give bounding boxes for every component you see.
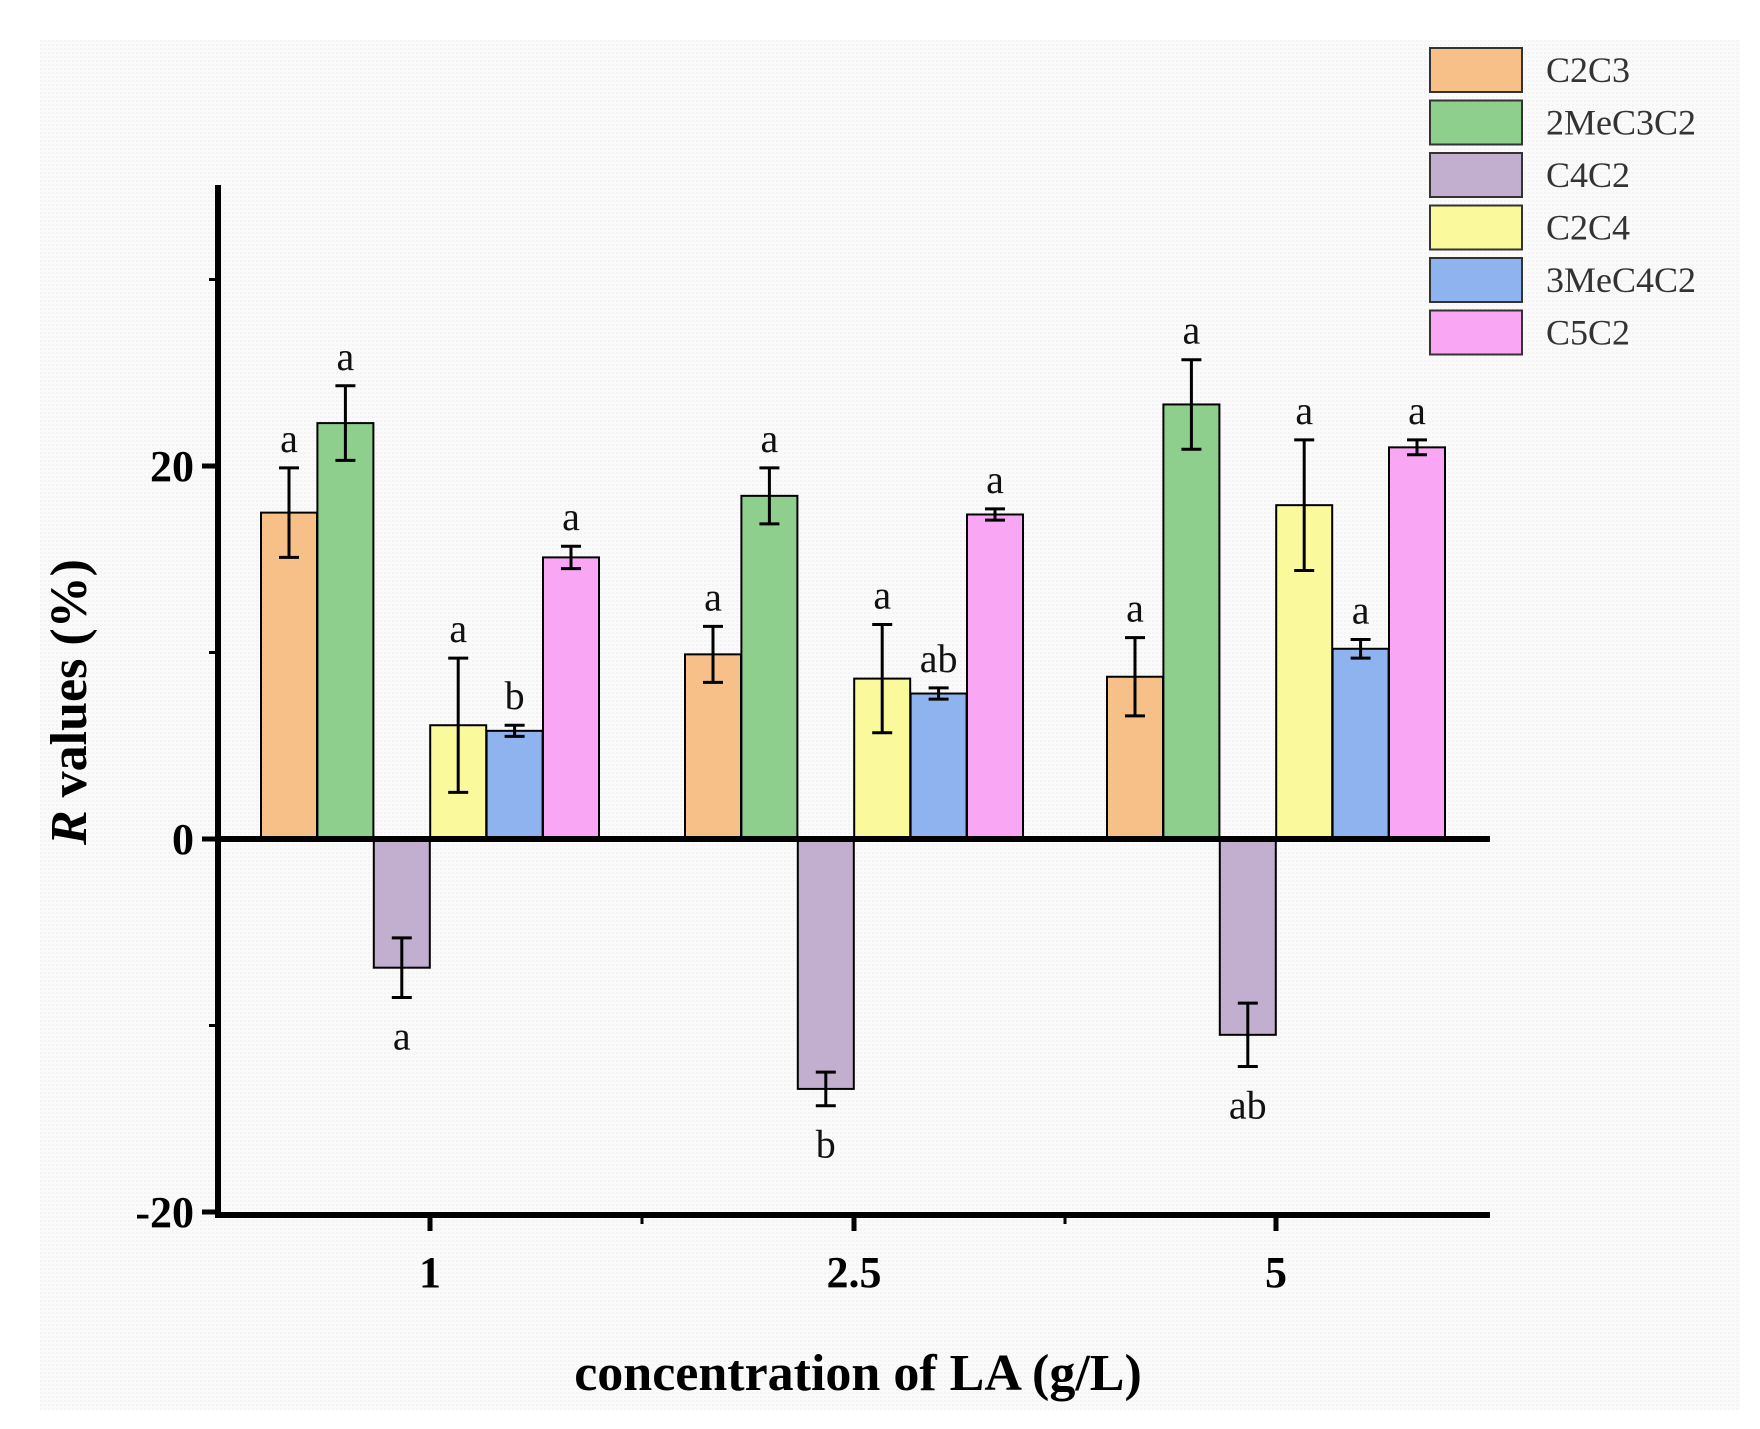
sig-letter-3MeC4C2-5: a (1352, 587, 1370, 632)
sig-letter-2MeC3C2-1: a (337, 334, 355, 379)
error-bar-3MeC4C2-5 (1350, 637, 1371, 660)
legend-label-C4C2: C4C2 (1546, 155, 1630, 195)
bar-2MeC3C2-2.5 (740, 494, 799, 840)
y-axis-title-italic: R (41, 810, 98, 846)
ticks: -20 0 20 1 2.5 5 (135, 278, 1287, 1297)
sig-letter-C4C2-1: a (393, 1014, 411, 1059)
x-tick-label-1: 1 (419, 1248, 441, 1297)
y-axis-title: R values (%) (41, 559, 98, 846)
bar-3MeC4C2-5 (1331, 647, 1390, 841)
error-bar-C2C4-2.5 (872, 623, 893, 735)
sig-letter-C2C3-5: a (1126, 586, 1144, 631)
sig-letter-C2C4-1: a (449, 606, 467, 651)
error-bar-C2C3-1 (279, 466, 299, 559)
y-axis-title-rest: values (%) (41, 559, 98, 810)
error-bar-C5C2-1 (561, 544, 581, 571)
error-bar-2MeC3C2-5 (1181, 358, 1202, 451)
error-bar-C2C4-5 (1294, 438, 1315, 572)
legend-swatch-2MeC3C2 (1429, 99, 1523, 146)
sig-letter-C5C2-5: a (1408, 388, 1426, 433)
x-axis-title: concentration of LA (g/L) (574, 1345, 1142, 1402)
legend-label-C2C4: C2C4 (1546, 208, 1630, 248)
sig-letter-C2C3-1: a (280, 416, 298, 461)
legend-label-C2C3: C2C3 (1546, 50, 1630, 90)
error-bar-3MeC4C2-1 (504, 723, 525, 738)
error-bar-C5C2-2.5 (985, 507, 1005, 522)
error-bar-C4C2-1 (391, 936, 412, 1000)
x-tick-label-5: 5 (1265, 1248, 1287, 1297)
error-bar-C2C4-1 (448, 656, 469, 794)
legend-label-2MeC3C2: 2MeC3C2 (1546, 103, 1696, 143)
x-tick-label-2.5: 2.5 (827, 1248, 882, 1297)
legend-swatch-C5C2 (1429, 309, 1523, 356)
error-bar-C2C3-2.5 (703, 624, 723, 684)
error-bar-2MeC3C2-1 (335, 384, 356, 462)
sig-letter-C5C2-2.5: a (986, 457, 1004, 502)
y-tick-label-0: 0 (172, 815, 194, 864)
bar-C5C2-2.5 (966, 513, 1024, 840)
sig-letter-C4C2-5: ab (1229, 1083, 1267, 1128)
legend-swatch-C2C3 (1429, 47, 1523, 93)
sig-letter-C2C4-2.5: a (873, 573, 891, 618)
error-bar-3MeC4C2-2.5 (928, 686, 949, 701)
error-bar-C4C2-5 (1237, 1001, 1258, 1069)
legend-swatch-C2C4 (1429, 204, 1523, 251)
sig-letter-3MeC4C2-1: b (505, 673, 525, 718)
bar-2MeC3C2-1 (316, 422, 375, 840)
bar-C5C2-1 (542, 556, 600, 840)
sig-letter-C4C2-2.5: b (816, 1122, 836, 1167)
error-bar-C2C3-5 (1125, 636, 1145, 718)
bar-C2C3-1 (260, 511, 318, 840)
legend-swatch-C4C2 (1429, 152, 1523, 198)
sig-letter-C2C3-2.5: a (704, 574, 722, 619)
legend: C2C3 2MeC3C2 C4C2 C2C4 3MeC4C2 C5C2 (1429, 47, 1696, 356)
y-tick-label-20: 20 (150, 442, 194, 491)
sig-letter-C5C2-1: a (562, 494, 580, 539)
bar-C5C2-5 (1388, 446, 1446, 840)
bars (260, 403, 1446, 1090)
sig-letter-2MeC3C2-2.5: a (761, 416, 779, 461)
legend-label-3MeC4C2: 3MeC4C2 (1546, 260, 1696, 300)
error-bar-C4C2-2.5 (815, 1070, 836, 1108)
sig-letter-C2C4-5: a (1295, 388, 1313, 433)
legend-swatch-3MeC4C2 (1429, 257, 1523, 303)
bar-3MeC4C2-2.5 (909, 692, 968, 841)
sig-letter-2MeC3C2-5: a (1183, 308, 1201, 353)
bar-3MeC4C2-1 (485, 729, 544, 841)
legend-label-C5C2: C5C2 (1546, 313, 1630, 353)
error-bar-C5C2-5 (1407, 438, 1427, 457)
sig-letter-3MeC4C2-2.5: ab (920, 636, 958, 681)
error-bar-2MeC3C2-2.5 (759, 466, 780, 526)
error-bars (279, 358, 1427, 1108)
bar-C4C2-2.5 (796, 838, 855, 1090)
bar-2MeC3C2-5 (1162, 403, 1221, 840)
y-tick-label--20: -20 (135, 1188, 194, 1237)
